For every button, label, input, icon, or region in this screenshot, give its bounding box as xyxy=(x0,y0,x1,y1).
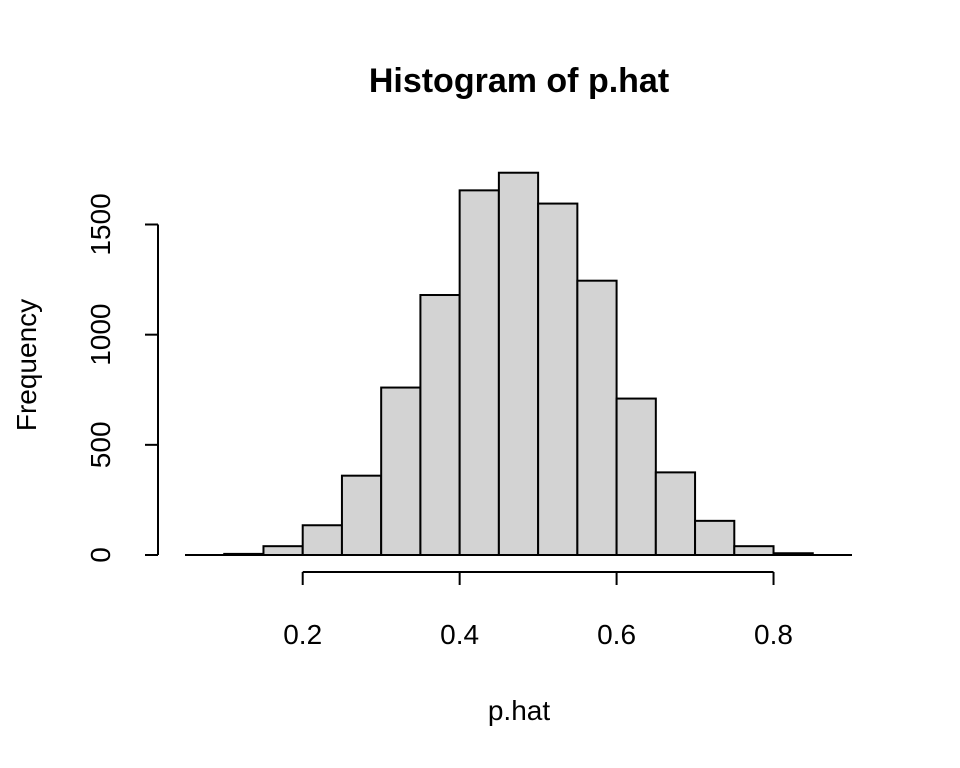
x-tick-label: 0.8 xyxy=(754,619,793,650)
y-axis: 0 500 1000 1500 xyxy=(85,193,159,563)
histogram-bar xyxy=(576,279,618,556)
y-tick-label: 1000 xyxy=(85,304,116,366)
bars-group xyxy=(223,171,814,557)
x-tick-label: 0.6 xyxy=(597,619,636,650)
histogram-bar xyxy=(380,386,422,556)
histogram-bar xyxy=(615,397,657,557)
histogram-bar xyxy=(694,519,736,556)
histogram-bar xyxy=(497,171,540,556)
histogram-bar xyxy=(301,524,343,556)
x-axis: 0.2 0.4 0.6 0.8 xyxy=(283,571,793,650)
histogram-bar xyxy=(733,545,775,557)
x-axis-label: p.hat xyxy=(488,695,550,726)
histogram-bar xyxy=(262,545,304,557)
y-axis-label: Frequency xyxy=(11,299,42,431)
histogram-bar xyxy=(537,202,579,556)
y-tick-label: 1500 xyxy=(85,193,116,255)
histogram-bar xyxy=(419,294,461,556)
y-tick-label: 0 xyxy=(85,547,116,563)
x-tick-label: 0.2 xyxy=(283,619,322,650)
histogram-bar xyxy=(458,189,500,556)
histogram-bar xyxy=(340,474,383,556)
chart-title: Histogram of p.hat xyxy=(369,62,669,100)
x-tick-label: 0.4 xyxy=(440,619,479,650)
y-tick-label: 500 xyxy=(85,421,116,468)
histogram-bar xyxy=(654,471,697,556)
